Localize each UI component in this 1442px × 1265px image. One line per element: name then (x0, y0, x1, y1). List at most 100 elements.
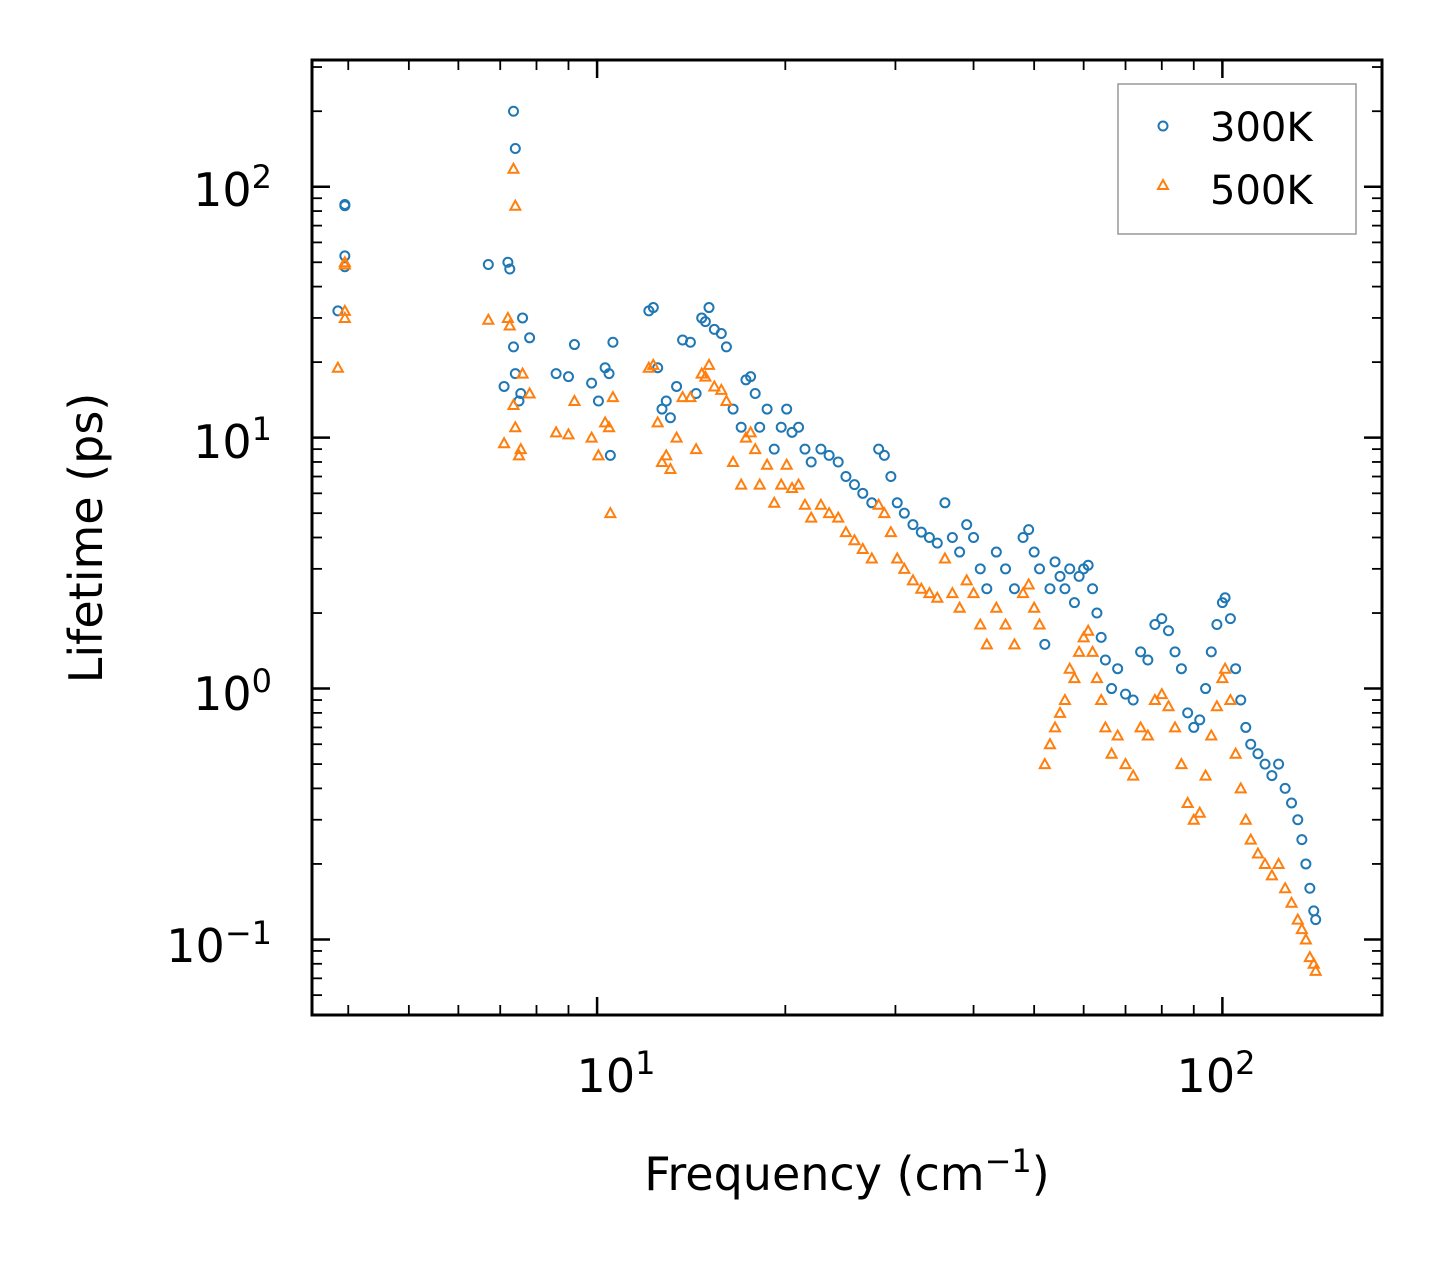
data-point-500K (1265, 868, 1279, 881)
data-point-500K (506, 397, 521, 410)
data-point-300K (1034, 563, 1046, 575)
data-point-500K (501, 310, 515, 323)
data-point-300K (1194, 714, 1206, 726)
data-point-500K (856, 541, 870, 554)
data-point-500K (930, 590, 944, 603)
x-axis-label: Frequency (cm−1) (644, 1142, 1049, 1201)
x-tick-label-10: 101 (577, 1044, 656, 1103)
data-point-500K (1104, 746, 1119, 759)
data-point-500K (1204, 728, 1218, 741)
data-point-500K (1155, 687, 1169, 700)
data-point-300K (1127, 694, 1139, 706)
data-point-300K (1142, 654, 1154, 666)
data-point-500K (1048, 720, 1062, 733)
data-point-500K (1271, 856, 1286, 869)
data-point-500K (1090, 671, 1104, 684)
data-point-500K (506, 161, 521, 174)
data-point-500K (497, 436, 511, 449)
data-point-300K (1175, 663, 1187, 675)
data-point-300K (1106, 683, 1118, 695)
data-point-300K (1120, 688, 1132, 700)
minor-ticks (312, 60, 1382, 1016)
data-point-500K (1284, 895, 1299, 908)
data-point-300K (482, 258, 494, 270)
data-point-300K (823, 449, 835, 461)
y-tick-label-10: 101 (193, 410, 272, 469)
data-point-500K (839, 525, 853, 538)
data-point-500K (1043, 737, 1057, 750)
data-point-500K (1307, 956, 1321, 969)
data-point-500K (1303, 950, 1317, 963)
data-point-300K (1224, 613, 1236, 625)
data-point-500K (945, 586, 960, 599)
data-point-500K (922, 586, 937, 599)
data-point-300K (754, 421, 766, 433)
data-point-500K (847, 533, 862, 546)
data-point-300K (1292, 814, 1304, 826)
data-point-500K (743, 425, 758, 438)
data-point-500K (1133, 720, 1148, 733)
data-point-500K (1148, 692, 1162, 706)
data-point-300K (1059, 583, 1071, 595)
data-point-300K (339, 198, 351, 210)
data-point-500K (774, 477, 788, 490)
data-point-500K (646, 357, 661, 370)
data-point-300K (961, 519, 973, 531)
data-point-500K (814, 497, 828, 510)
data-point-500K (914, 581, 929, 594)
data-point-300K (1099, 654, 1111, 666)
data-point-300K (1200, 683, 1212, 695)
data-point-500K (514, 442, 528, 455)
data-point-300K (954, 546, 966, 558)
data-point-300K (562, 371, 574, 383)
data-point-500K (1210, 699, 1224, 712)
data-point-500K (669, 430, 684, 443)
data-point-500K (1058, 692, 1072, 706)
data-point-300K (1286, 797, 1298, 809)
data-point-300K (749, 387, 761, 399)
data-point-300K (671, 380, 683, 392)
data-point-300K (515, 387, 527, 399)
data-point-300K (1279, 782, 1291, 794)
data-point-500K (804, 510, 818, 523)
legend: 300K 500K (1117, 83, 1357, 235)
data-point-300K (931, 537, 943, 549)
data-point-300K (915, 526, 927, 538)
data-point-500K (1007, 637, 1022, 650)
data-point-300K (815, 443, 827, 455)
data-point-500K (748, 442, 762, 455)
data-point-500K (508, 198, 523, 211)
data-point-500K (767, 495, 781, 508)
data-point-300K (1169, 646, 1181, 658)
data-point-500K (884, 525, 898, 538)
data-point-300K (848, 479, 860, 491)
data-point-500K (591, 448, 606, 461)
data-point-300K (946, 532, 958, 543)
data-point-500K (973, 617, 987, 630)
data-point-300K (568, 339, 580, 351)
series-500K-points (331, 161, 1323, 976)
data-point-500K (1278, 881, 1292, 894)
data-point-500K (606, 390, 620, 403)
data-point-500K (726, 454, 740, 467)
data-point-500K (683, 390, 698, 403)
data-point-500K (1027, 600, 1041, 613)
data-point-500K (1053, 705, 1067, 718)
data-point-500K (1215, 671, 1230, 684)
data-point-300K (781, 403, 793, 415)
data-point-500K (1239, 812, 1253, 825)
y-tick-label-100: 102 (193, 158, 272, 217)
data-point-500K (522, 386, 537, 399)
data-point-500K (998, 617, 1013, 630)
y-tick-label-1: 100 (193, 662, 272, 721)
data-point-300K (664, 412, 676, 424)
data-point-300K (1230, 663, 1242, 675)
data-point-500K (1141, 728, 1155, 741)
data-point-500K (1251, 846, 1265, 859)
data-point-300K (607, 336, 619, 348)
data-point-500K (1193, 805, 1207, 818)
data-point-500K (822, 506, 836, 519)
data-point-500K (707, 379, 722, 392)
data-point-300K (793, 421, 805, 433)
data-point-500K (1032, 617, 1047, 630)
